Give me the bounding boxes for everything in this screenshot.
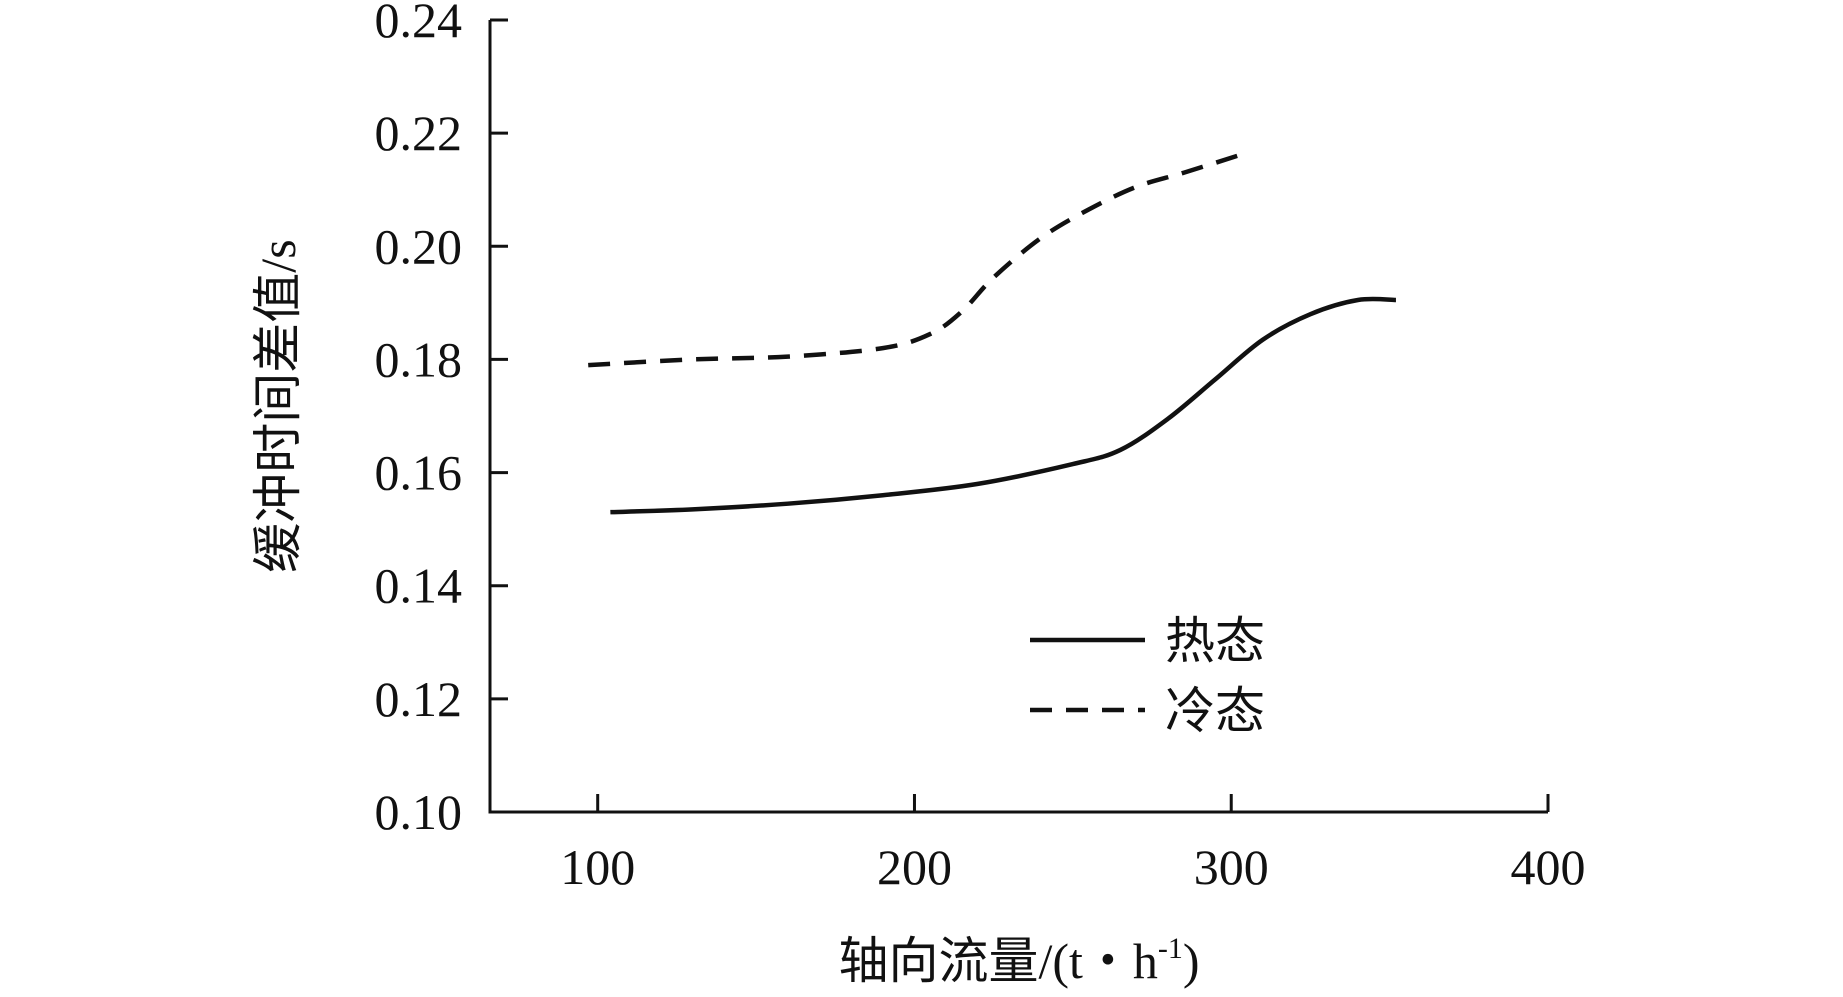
x-axis-ticks: 100 200 300 400 <box>560 794 1586 895</box>
x-axis-title-superscript: -1 <box>1158 932 1183 965</box>
x-tick-label: 100 <box>560 839 635 895</box>
series-line-cold <box>588 153 1239 368</box>
legend-label: 热态 <box>1165 613 1265 669</box>
y-tick-label: 0.12 <box>375 671 463 727</box>
y-tick-label: 0.16 <box>375 445 463 501</box>
y-tick-label: 0.14 <box>375 558 463 614</box>
y-axis-title: 缓冲时间差值/s <box>250 239 306 572</box>
x-axis-title: 轴向流量/(t・h-1) <box>838 932 1199 989</box>
y-tick-label: 0.10 <box>375 784 463 840</box>
plot-area: 100 200 300 400 0.10 0.12 0.14 0.16 0.18 0.20 0.2… <box>375 0 1586 895</box>
legend-label: 冷态 <box>1165 683 1265 739</box>
x-axis-title-close: ) <box>1183 933 1200 989</box>
x-tick-label: 400 <box>1511 839 1586 895</box>
x-tick-label: 300 <box>1194 839 1269 895</box>
y-tick-label: 0.20 <box>375 218 463 274</box>
series-line-hot <box>610 296 1397 515</box>
y-tick-label: 0.18 <box>375 331 463 387</box>
y-tick-label: 0.22 <box>375 105 463 161</box>
y-tick-label: 0.24 <box>375 0 463 48</box>
axes-frame <box>488 20 1548 814</box>
series-layer <box>588 153 1397 515</box>
y-axis-ticks: 0.10 0.12 0.14 0.16 0.18 0.20 0.22 0.24 <box>375 0 508 840</box>
x-axis-title-main: 轴向流量/(t・h <box>838 933 1157 989</box>
x-tick-label: 200 <box>877 839 952 895</box>
